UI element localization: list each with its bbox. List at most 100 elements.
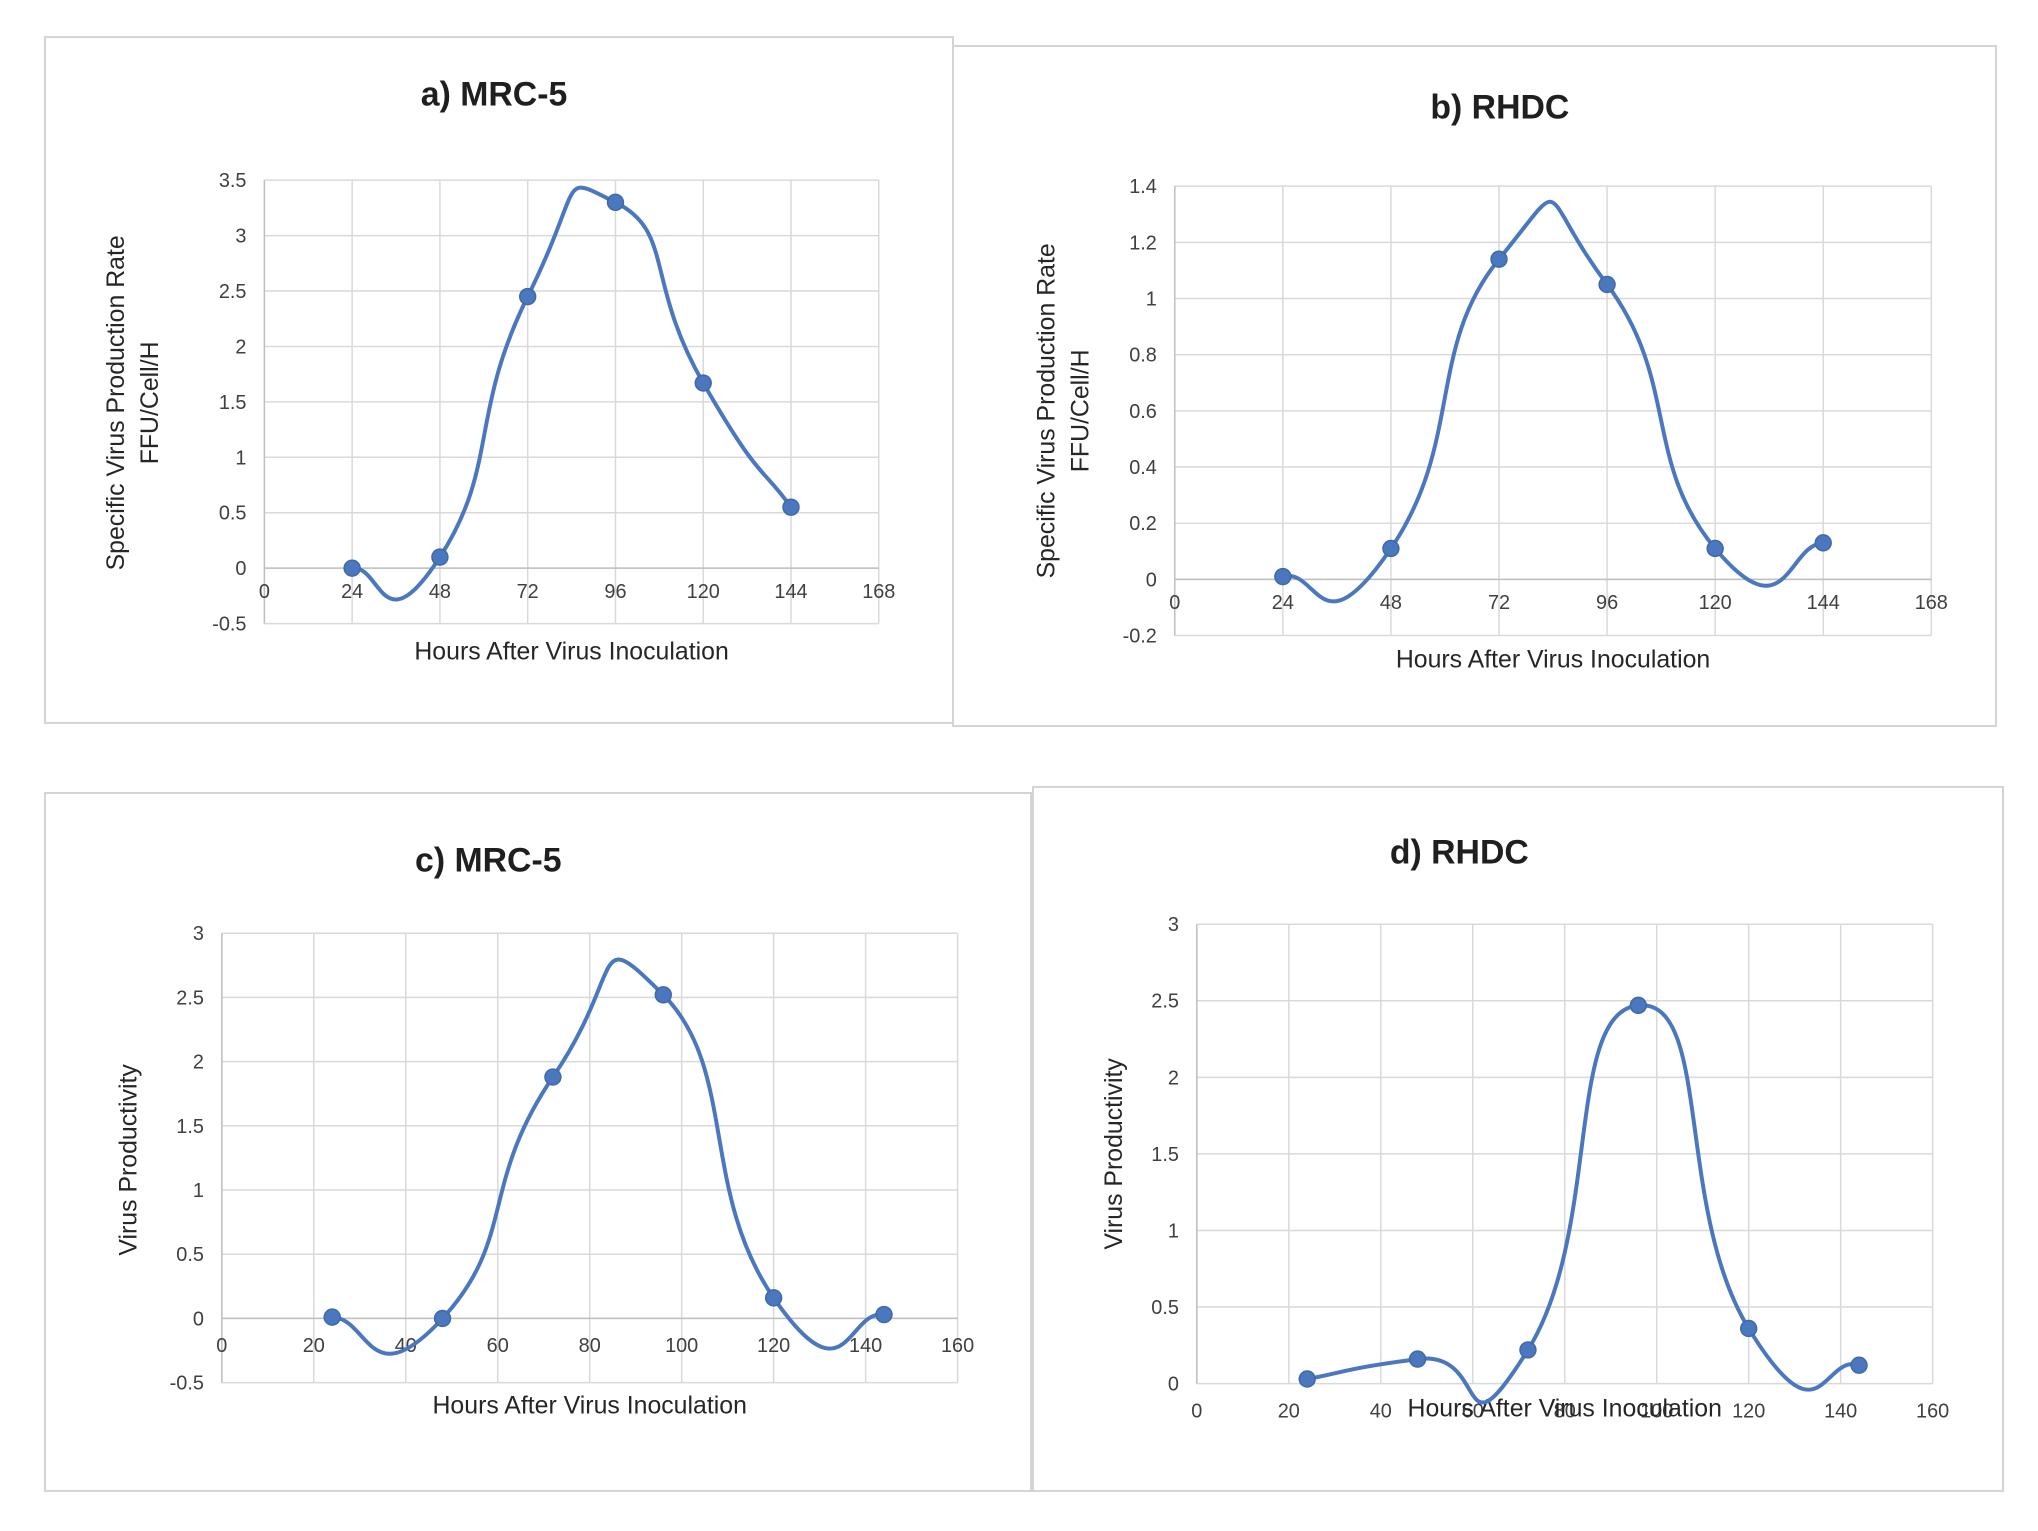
- data-point: [518, 287, 537, 306]
- data-point: [1629, 996, 1648, 1015]
- x-tick-label: 48: [429, 581, 451, 603]
- data-point: [343, 559, 361, 577]
- y-tick-label: 3: [235, 226, 246, 248]
- y-tick-label: 0.2: [1129, 513, 1157, 535]
- x-tick-label: 0: [216, 1335, 227, 1357]
- data-point: [323, 1308, 341, 1326]
- y-axis-label: Virus Productivity: [1101, 1058, 1128, 1250]
- chart-b-svg: -0.2 0 0.2 0.4 0.6 0.8 1 1.2 1.4 0 24 48 72 96 120 144 1…: [1033, 89, 1948, 674]
- x-tick-label: 120: [1732, 1400, 1765, 1422]
- y-tick-label: 0.8: [1129, 345, 1157, 367]
- data-point: [1519, 1341, 1537, 1359]
- y-tick-label: 2.5: [176, 987, 204, 1009]
- y-tick-label: 0.5: [176, 1244, 204, 1266]
- y-tick-label: 1: [235, 447, 246, 469]
- x-tick-label: 140: [1824, 1400, 1857, 1422]
- y-tick-label: 0: [1146, 569, 1157, 591]
- y-tick-label: 2.5: [219, 281, 247, 303]
- data-point: [1814, 534, 1832, 552]
- y-tick-label: 1: [1168, 1220, 1179, 1242]
- y-tick-label: 1.5: [1151, 1144, 1179, 1166]
- data-point: [1408, 1350, 1427, 1368]
- x-tick-label: 96: [1596, 592, 1618, 614]
- data-point: [1490, 250, 1508, 268]
- y-tick-label: 0.5: [1151, 1297, 1179, 1319]
- data-point: [1850, 1356, 1868, 1374]
- y-tick-label: 2: [1168, 1067, 1179, 1089]
- y-tick-label: -0.5: [170, 1373, 204, 1395]
- x-tick-label: 40: [1370, 1400, 1392, 1422]
- y-tick-label: 0.4: [1129, 457, 1157, 479]
- x-tick-label: 60: [487, 1335, 509, 1357]
- y-tick-label: 1.2: [1129, 232, 1157, 254]
- x-tick-label: 160: [1916, 1400, 1949, 1422]
- x-tick-label: 0: [1191, 1400, 1202, 1422]
- x-tick-label: 0: [259, 581, 270, 603]
- chart-title: d) RHDC: [1390, 834, 1529, 872]
- x-tick-label: 168: [862, 581, 895, 603]
- data-point: [1739, 1319, 1758, 1338]
- x-tick-label: 24: [1272, 592, 1294, 614]
- y-tick-label: 3: [193, 923, 204, 945]
- chart-title: b) RHDC: [1430, 89, 1569, 127]
- x-tick-label: 144: [1807, 592, 1840, 614]
- x-tick-label: 24: [341, 581, 363, 603]
- y-tick-label: 0: [1168, 1374, 1179, 1396]
- x-tick-label: 100: [665, 1335, 698, 1357]
- chart-panel-a: -0.5 0 0.5 1 1.5 2 2.5 3 3.5 0 24 48 72 96 120 144 168 a)…: [44, 36, 954, 724]
- data-point: [1274, 567, 1292, 586]
- y-tick-label: -0.5: [212, 614, 246, 636]
- y-tick-label: 1: [1146, 288, 1157, 310]
- y-tick-label: 2: [235, 336, 246, 358]
- data-point: [764, 1289, 783, 1307]
- series-line: [1280, 199, 1826, 604]
- data-point: [433, 1309, 452, 1328]
- data-point: [1706, 539, 1724, 558]
- chart-panel-b: -0.2 0 0.2 0.4 0.6 0.8 1 1.2 1.4 0 24 48 72 96 120 144 1…: [952, 45, 1997, 727]
- x-tick-label: 144: [774, 581, 807, 603]
- chart-title: c) MRC-5: [415, 842, 561, 880]
- x-tick-label: 48: [1380, 592, 1402, 614]
- x-axis-label: Hours After Virus Inoculation: [432, 1392, 746, 1419]
- y-axis-label: Specific Virus Production Rate: [1033, 243, 1060, 578]
- series-line: [330, 957, 886, 1356]
- y-tick-label: -0.2: [1123, 625, 1157, 647]
- y-tick-label: 2.5: [1151, 991, 1179, 1013]
- x-tick-label: 168: [1915, 592, 1948, 614]
- x-tick-label: 140: [849, 1335, 882, 1357]
- chart-panel-d: 0 0.5 1 1.5 2 2.5 3 0 20 40 60 80 100 120 140 160 d) RHD…: [1032, 786, 2004, 1492]
- data-point: [654, 986, 672, 1004]
- x-tick-label: 96: [604, 581, 626, 603]
- chart-c-svg: -0.500.511.522.530 20 40 60 80 100 120 140 160c)…: [115, 842, 974, 1420]
- data-point: [1382, 539, 1400, 558]
- series-line: [1305, 1003, 1862, 1405]
- chart-panel-c: -0.5 0 0.5 1 1.5 2 2.5 3 0 20 40 60 80 100 120 140 160 c)…: [44, 792, 1032, 1492]
- y-tick-label: 1: [193, 1180, 204, 1202]
- chart-a-svg: -0.5 0 0.5 1 1.5 2 2.5 3 3.5 0 24 48 72 96 120 144 168 a)…: [103, 76, 895, 666]
- data-point: [606, 193, 625, 212]
- data-point: [1598, 275, 1616, 294]
- data-point: [782, 498, 800, 516]
- chart-title: a) MRC-5: [421, 76, 567, 114]
- y-axis-label: FFU/Cell/H: [137, 341, 164, 464]
- data-point: [431, 548, 449, 566]
- x-tick-label: 72: [517, 581, 539, 603]
- x-axis-label: Hours After Virus Inoculation: [414, 638, 728, 665]
- y-tick-label: 0: [193, 1308, 204, 1330]
- x-tick-label: 160: [941, 1335, 974, 1357]
- x-tick-label: 20: [1278, 1400, 1300, 1422]
- y-tick-label: 0: [235, 558, 246, 580]
- x-tick-label: 80: [1554, 1400, 1576, 1422]
- data-point: [1298, 1370, 1316, 1388]
- y-axis-label: FFU/Cell/H: [1067, 349, 1094, 472]
- x-tick-label: 20: [303, 1335, 325, 1357]
- y-tick-label: 0.6: [1129, 401, 1157, 423]
- y-axis-label: Specific Virus Production Rate: [103, 235, 130, 570]
- y-tick-label: 3: [1168, 914, 1179, 936]
- x-tick-label: 0: [1169, 592, 1180, 614]
- series-line: [350, 185, 793, 602]
- y-tick-label: 1.5: [176, 1116, 204, 1138]
- y-tick-label: 1.4: [1129, 176, 1157, 198]
- x-axis-label: Hours After Virus Inoculation: [1396, 646, 1710, 673]
- data-point: [544, 1068, 562, 1086]
